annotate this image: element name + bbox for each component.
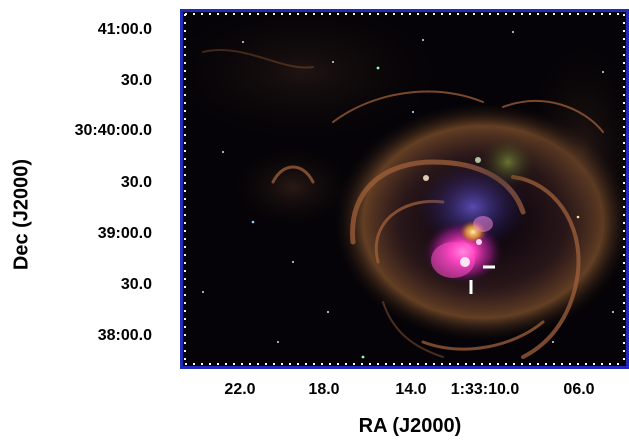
astronomical-image-frame xyxy=(180,9,629,369)
y-tick-label: 30:40:00.0 xyxy=(74,122,152,139)
x-axis-title: RA (J2000) xyxy=(358,415,462,437)
y-tick-label: 30.0 xyxy=(120,174,152,191)
x-tick-label: 1:33:10.0 xyxy=(450,381,520,398)
x-tick-label: 06.0 xyxy=(563,381,595,398)
y-tick-label: 39:00.0 xyxy=(97,225,152,242)
y-tick-label: 38:00.0 xyxy=(97,327,152,344)
x-tick-label: 18.0 xyxy=(308,381,340,398)
y-tick-label: 30.0 xyxy=(120,72,152,89)
y-axis-title: Dec (J2000) xyxy=(10,158,33,271)
y-tick-label: 30.0 xyxy=(120,276,152,293)
y-tick-label: 41:00.0 xyxy=(97,21,152,38)
x-tick-label: 14.0 xyxy=(395,381,427,398)
position-marker xyxy=(469,265,495,294)
nebula-image xyxy=(183,12,626,365)
x-tick-label: 22.0 xyxy=(224,381,256,398)
